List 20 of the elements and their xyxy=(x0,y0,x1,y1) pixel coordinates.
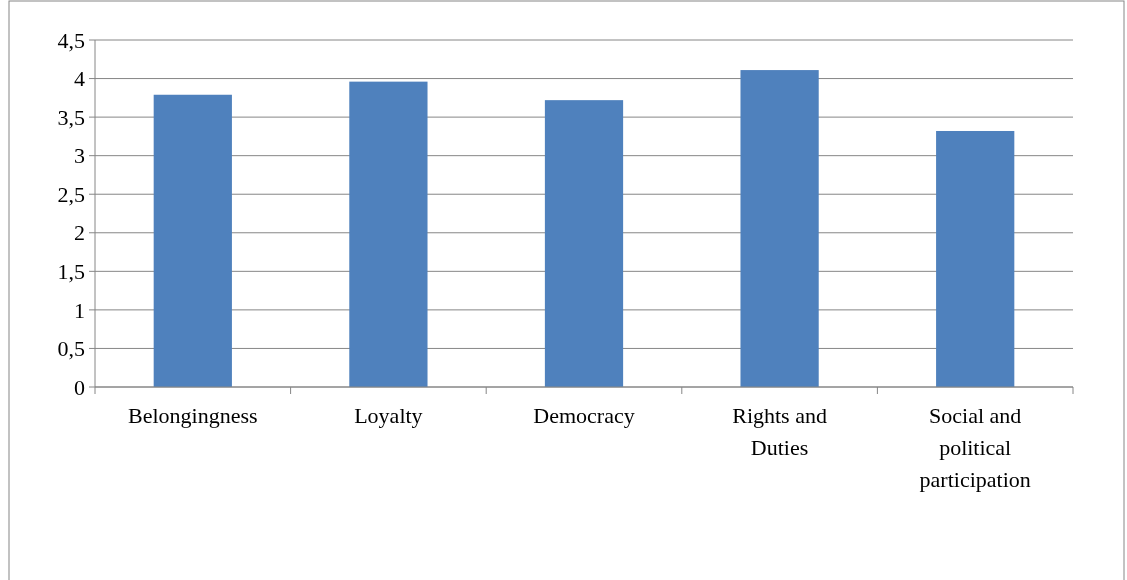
y-tick-label: 2,5 xyxy=(57,181,85,207)
bar xyxy=(740,70,819,387)
bar xyxy=(936,130,1015,387)
y-tick-label: 3,5 xyxy=(57,104,85,130)
y-tick-label: 4 xyxy=(74,66,85,92)
y-tick-label: 0,5 xyxy=(57,336,85,362)
y-tick-label: 1,5 xyxy=(57,259,85,285)
y-tick-label: 3 xyxy=(74,143,85,169)
x-tick-label: Loyalty xyxy=(354,403,423,428)
x-tick-label: Democracy xyxy=(533,403,635,428)
y-tick-label: 1 xyxy=(74,297,85,323)
y-tick-label: 2 xyxy=(74,220,85,246)
bar xyxy=(153,94,232,387)
x-tick-label: Rights and Duties xyxy=(732,403,827,460)
bar xyxy=(349,81,428,387)
x-tick-label: Social and political participation xyxy=(919,403,1031,492)
bar xyxy=(544,100,624,387)
y-tick-label: 0 xyxy=(74,374,85,400)
y-tick-label: 4,5 xyxy=(57,27,85,53)
x-tick-label: Belongingness xyxy=(128,403,258,428)
